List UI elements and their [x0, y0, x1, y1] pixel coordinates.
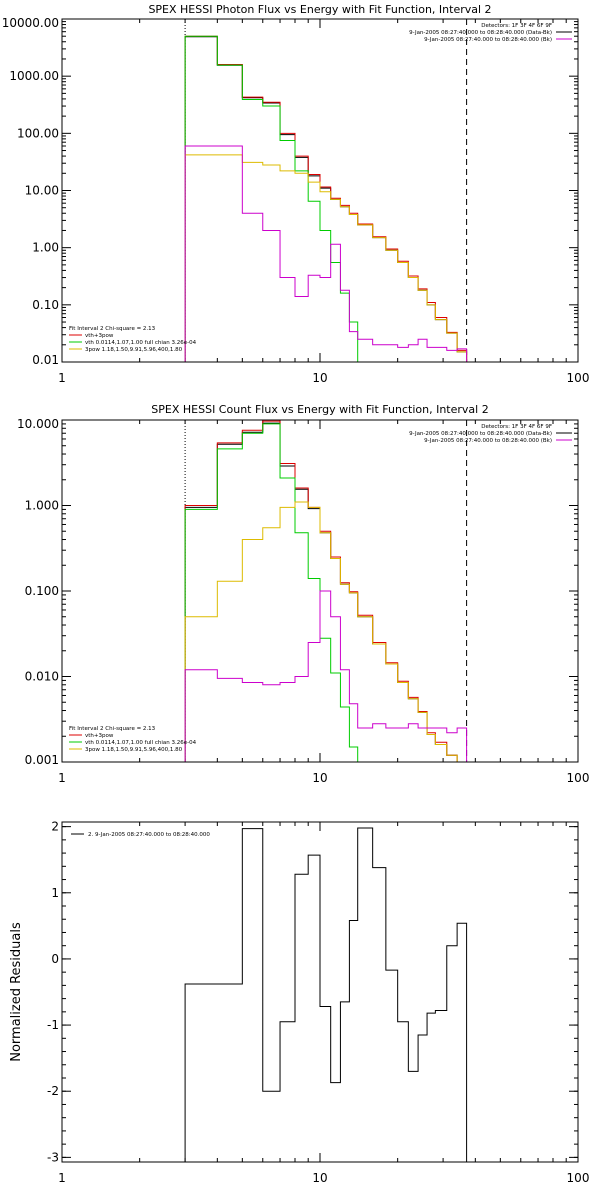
chart-photon: SPEX HESSI Photon Flux vs Energy with Fi…	[2, 3, 590, 385]
plot-frame	[61, 419, 579, 763]
series-3pow	[184, 154, 468, 362]
y-tick-label: 0.010	[25, 670, 59, 684]
series-group	[184, 420, 468, 762]
series-vth-3pow	[184, 35, 468, 362]
y-tick-label: 1	[51, 886, 59, 900]
legend-entry: 2. 9-Jan-2005 08:27:40.000 to 08:28:40.0…	[88, 832, 210, 838]
y-axis-label: Normalized Residuals	[9, 922, 24, 1062]
y-tick-label: 0.10	[32, 298, 59, 312]
legend-entry: 3pow 1.18,1.50,9.91,5.96,400,1.80	[85, 747, 183, 753]
y-tick-label: -2	[47, 1084, 59, 1098]
x-tick-label: 1	[58, 771, 66, 785]
legend-entry: Fit Interval 2 Chi-square = 2.13	[69, 726, 156, 732]
plot-frame	[61, 821, 579, 1163]
legend-entry: 9-Jan-2005 08:27:40.000 to 08:28:40.000 …	[409, 431, 552, 437]
chart-title: SPEX HESSI Photon Flux vs Energy with Fi…	[148, 3, 491, 16]
x-tick-label: 10	[312, 371, 327, 385]
series-residuals	[184, 827, 468, 1162]
series-vth-3pow	[184, 420, 467, 762]
y-tick-label: 1000.00	[9, 69, 59, 83]
series-group	[184, 35, 468, 362]
legend-entry: Detectors: 1F 3F 4F 6F 9F	[481, 424, 552, 430]
legend-entry: vth 0.0114,1.07,1.00 full chian 3.26e-04	[85, 340, 197, 346]
x-tick-label: 1	[58, 1171, 66, 1185]
legend-entry: 9-Jan-2005 08:27:40.000 to 08:28:40.000 …	[424, 438, 552, 444]
legend-entry: Fit Interval 2 Chi-square = 2.13	[69, 326, 156, 332]
plot-frame	[61, 18, 579, 363]
series-bk	[184, 145, 468, 362]
x-tick-label: 100	[567, 771, 590, 785]
y-tick-label: 0.01	[32, 353, 59, 367]
y-tick-label: 0	[51, 952, 59, 966]
y-tick-label: 1.00	[32, 241, 59, 255]
y-tick-label: 10.000	[17, 417, 59, 431]
y-tick-label: 0.100	[25, 584, 59, 598]
y-tick-label: 2	[51, 820, 59, 834]
x-tick-label: 10	[312, 771, 327, 785]
y-tick-label: 10.00	[25, 184, 59, 198]
x-tick-label: 1	[58, 371, 66, 385]
series-3pow	[184, 501, 467, 762]
x-tick-label: 10	[312, 1171, 327, 1185]
chart-residuals: Normalized Residuals 1 10 100 -3 -2 -1 0 1 2 2. 9-…	[9, 820, 589, 1185]
legend-entry: vth+3pow	[85, 733, 114, 739]
y-tick-label: 100.00	[17, 126, 59, 140]
series-vth	[184, 35, 386, 362]
chart-count: SPEX HESSI Count Flux vs Energy with Fit…	[17, 403, 589, 785]
x-tick-label: 100	[567, 371, 590, 385]
x-tick-label: 100	[567, 1171, 590, 1185]
legend-entry: 9-Jan-2005 08:27:40.000 to 08:28:40.000 …	[409, 30, 552, 36]
legend-entry: 3pow 1.18,1.50,9.91,5.96,400,1.80	[85, 347, 183, 353]
series-group	[184, 827, 468, 1162]
chart-title: SPEX HESSI Count Flux vs Energy with Fit…	[151, 403, 488, 416]
y-tick-label: -1	[47, 1018, 59, 1032]
y-tick-label: 1.000	[25, 499, 59, 513]
series-data-bk	[184, 36, 468, 362]
legend-entry: vth 0.0114,1.07,1.00 full chian 3.26e-04	[85, 740, 197, 746]
legend-entry: vth+3pow	[85, 333, 114, 339]
legend-entry: Detectors: 1F 3F 4F 6F 9F	[481, 23, 552, 29]
y-tick-label: 10000.00	[2, 16, 59, 30]
series-bk	[184, 590, 468, 762]
series-vth	[184, 423, 373, 762]
legend-entry: 9-Jan-2005 08:27:40.000 to 08:28:40.000 …	[424, 37, 552, 43]
y-tick-label: 0.001	[25, 753, 59, 767]
y-tick-label: -3	[47, 1150, 59, 1164]
